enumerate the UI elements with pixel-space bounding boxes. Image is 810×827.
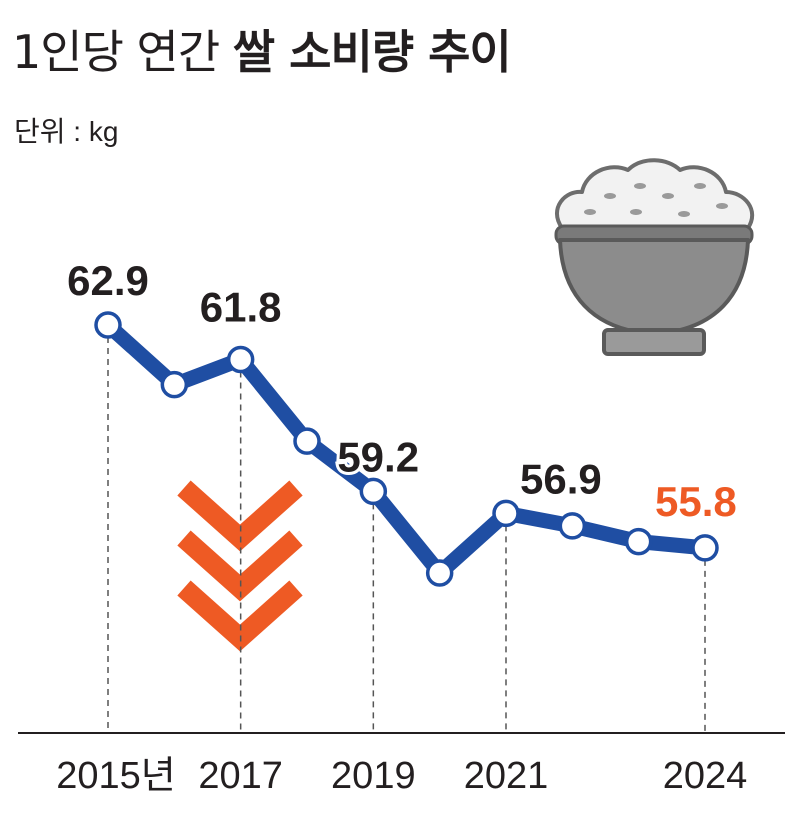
plot-area: 62.9 61.8 59.2 56.9 55.8 2015년 2017 2019 2021 202… (18, 254, 785, 797)
bowl-body (558, 238, 750, 336)
bowl-foot (602, 328, 706, 356)
rice-bowl-icon (554, 158, 755, 356)
data-point (624, 527, 653, 556)
data-point (94, 311, 122, 339)
data-point (558, 512, 587, 540)
chevron-down-icon (177, 530, 303, 602)
data-label: 59.2 (337, 433, 419, 480)
data-point (492, 499, 520, 528)
title-light-part: 1인당 연간 (12, 25, 220, 79)
x-tick-label: 2021 (464, 755, 549, 797)
title-bold-part: 쌀 소비량 추이 (232, 25, 512, 79)
rice-mound (555, 158, 755, 230)
data-label: 61.8 (200, 284, 282, 331)
data-point (425, 559, 454, 587)
data-label: 62.9 (67, 257, 149, 304)
data-point (160, 370, 189, 399)
data-label: 56.9 (520, 455, 602, 502)
rice-grains (584, 183, 728, 217)
unit-label: 단위 : kg (14, 116, 119, 147)
data-label: 55.8 (655, 478, 737, 525)
series-line (100, 317, 713, 581)
x-tick-label: 2024 (663, 755, 748, 797)
data-point (359, 477, 388, 506)
x-tick-label: 2017 (198, 755, 283, 797)
x-tick-label: 2015년 (56, 755, 176, 797)
x-tick-label: 2019 (331, 755, 416, 797)
chart-title: 1인당 연간 쌀 소비량 추이 (12, 22, 512, 82)
data-point (293, 427, 321, 455)
data-point (226, 345, 255, 374)
data-point (691, 534, 719, 562)
